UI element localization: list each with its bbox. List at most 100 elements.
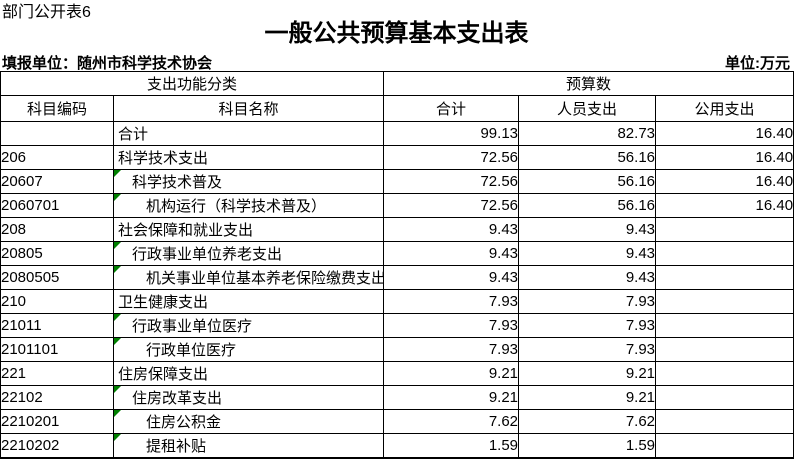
total-value-cell: 1.59 [383,433,520,458]
subject-name-text: 合计 [118,126,149,143]
subject-name-cell: 行政事业单位医疗 [112,313,385,338]
subject-code-cell [0,121,114,146]
total-value-cell: 72.56 [383,193,520,218]
total-value-cell: 9.43 [383,265,520,290]
total-value-cell: 7.62 [383,409,520,434]
page-title: 一般公共预算基本支出表 [264,20,529,47]
reporting-unit-label: 填报单位：随州市科学技术协会 [2,55,213,72]
subject-name-text: 卫生健康支出 [118,294,209,311]
green-corner-triangle-icon [114,242,121,249]
table-row: 2060701 机构运行（科学技术普及） 72.56 56.16 16.40 [0,193,795,218]
subject-code-cell: 210 [0,289,114,314]
header-group-row: 支出功能分类 预算数 [0,71,795,96]
subject-name-cell: 卫生健康支出 [112,289,385,314]
subject-name-text: 机关事业单位基本养老保险缴费支出 [146,270,384,287]
public-value-cell: 16.40 [655,121,795,146]
total-value-cell: 72.56 [383,169,520,194]
subject-code-cell: 2210201 [0,409,114,434]
public-value-cell [655,409,795,434]
green-corner-triangle-icon [114,266,121,273]
green-corner-triangle-icon [114,338,121,345]
subject-code-cell: 206 [0,145,114,170]
subject-name-text: 住房改革支出 [132,390,223,407]
subject-name-cell: 社会保障和就业支出 [112,217,385,242]
subject-name-text: 机构运行（科学技术普及） [146,198,327,215]
total-value-cell: 7.93 [383,289,520,314]
document-label: 部门公开表6 [2,4,91,21]
personnel-value-cell: 9.43 [518,217,657,242]
subject-code-cell: 2210202 [0,433,114,458]
header-function-classification: 支出功能分类 [0,71,385,96]
public-value-cell [655,313,795,338]
green-corner-triangle-icon [114,410,121,417]
total-value-cell: 9.43 [383,241,520,266]
total-value-cell: 9.43 [383,217,520,242]
subject-name-text: 住房公积金 [146,414,222,431]
header-budget-numbers: 预算数 [383,71,795,96]
personnel-value-cell: 7.93 [518,337,657,362]
subject-name-cell: 机构运行（科学技术普及） [112,193,385,218]
public-value-cell [655,337,795,362]
meta-row: 填报单位：随州市科学技术协会 单位:万元 [2,52,790,72]
total-value-cell: 7.93 [383,337,520,362]
green-corner-triangle-icon [114,314,121,321]
subject-name-cell: 住房保障支出 [112,361,385,386]
total-value-cell: 99.13 [383,121,520,146]
table-row: 221 住房保障支出 9.21 9.21 [0,361,795,386]
green-corner-triangle-icon [114,170,121,177]
subject-name-text: 社会保障和就业支出 [118,222,254,239]
subject-name-text: 行政单位医疗 [146,342,237,359]
table-row: 合计 99.13 82.73 16.40 [0,121,795,146]
personnel-value-cell: 7.93 [518,289,657,314]
personnel-value-cell: 56.16 [518,145,657,170]
table-row: 2080505 机关事业单位基本养老保险缴费支出 9.43 9.43 [0,265,795,290]
subject-code-cell: 221 [0,361,114,386]
subject-name-cell: 科学技术支出 [112,145,385,170]
subject-code-cell: 208 [0,217,114,242]
total-value-cell: 9.21 [383,385,520,410]
header-public-expenditure: 公用支出 [655,95,795,122]
public-value-cell: 16.40 [655,193,795,218]
table-row: 20805 行政事业单位养老支出 9.43 9.43 [0,241,795,266]
total-value-cell: 72.56 [383,145,520,170]
subject-name-text: 行政事业单位养老支出 [132,246,283,263]
personnel-value-cell: 82.73 [518,121,657,146]
header-columns-row: 科目编码 科目名称 合计 人员支出 公用支出 [0,95,795,122]
green-corner-triangle-icon [114,194,121,201]
public-value-cell [655,385,795,410]
subject-name-cell: 提租补贴 [112,433,385,458]
subject-name-cell: 行政单位医疗 [112,337,385,362]
subject-code-cell: 20607 [0,169,114,194]
public-value-cell [655,433,795,458]
subject-name-cell: 行政事业单位养老支出 [112,241,385,266]
subject-name-cell: 机关事业单位基本养老保险缴费支出 [112,265,385,290]
subject-code-cell: 21011 [0,313,114,338]
header-personnel-expenditure: 人员支出 [518,95,657,122]
total-value-cell: 9.21 [383,361,520,386]
personnel-value-cell: 9.43 [518,241,657,266]
public-value-cell [655,241,795,266]
subject-name-text: 科学技术支出 [118,150,209,167]
subject-name-cell: 住房公积金 [112,409,385,434]
personnel-value-cell: 56.16 [518,193,657,218]
table-row: 22102 住房改革支出 9.21 9.21 [0,385,795,410]
personnel-value-cell: 7.62 [518,409,657,434]
subject-code-cell: 20805 [0,241,114,266]
personnel-value-cell: 56.16 [518,169,657,194]
header-subject-name: 科目名称 [112,95,385,122]
subject-name-text: 科学技术普及 [132,174,223,191]
public-value-cell [655,289,795,314]
public-value-cell [655,361,795,386]
subject-name-cell: 合计 [112,121,385,146]
subject-name-text: 住房保障支出 [118,366,209,383]
personnel-value-cell: 7.93 [518,313,657,338]
subject-code-cell: 22102 [0,385,114,410]
budget-table: 支出功能分类 预算数 科目编码 科目名称 合计 人员支出 公用支出 合计 99.1… [0,71,795,459]
subject-name-text: 行政事业单位医疗 [132,318,253,335]
header-total: 合计 [383,95,520,122]
subject-name-cell: 科学技术普及 [112,169,385,194]
personnel-value-cell: 9.21 [518,361,657,386]
personnel-value-cell: 9.43 [518,265,657,290]
personnel-value-cell: 9.21 [518,385,657,410]
